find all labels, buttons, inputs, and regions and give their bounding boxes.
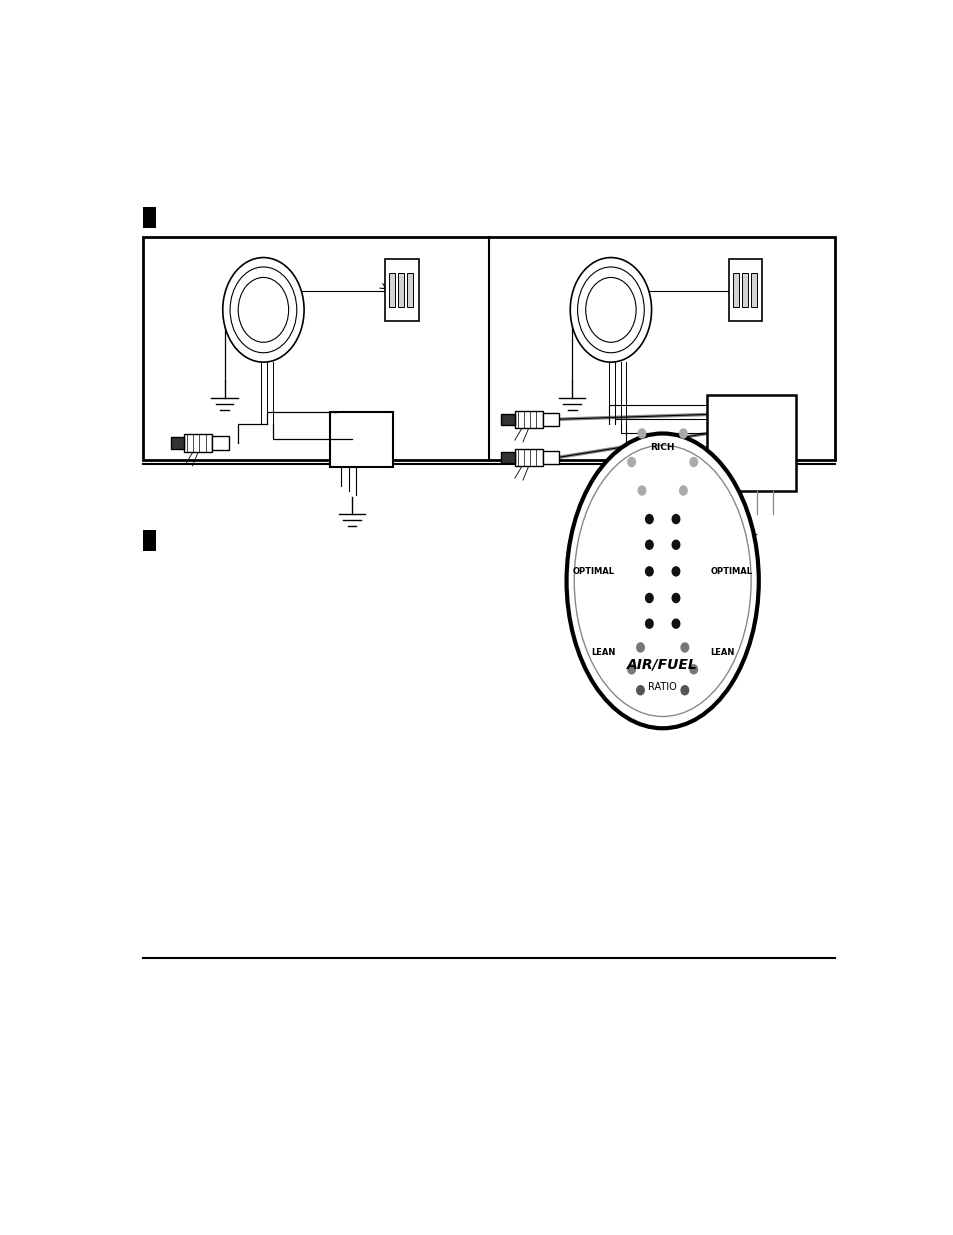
Ellipse shape	[679, 642, 689, 652]
Text: AIR/FUEL: AIR/FUEL	[627, 657, 698, 672]
Bar	[732, 273, 738, 308]
Bar	[515, 411, 542, 427]
Ellipse shape	[671, 566, 679, 577]
Bar	[501, 414, 515, 425]
Ellipse shape	[688, 457, 698, 467]
Ellipse shape	[644, 540, 653, 550]
Bar	[542, 451, 558, 464]
Ellipse shape	[626, 664, 636, 674]
Ellipse shape	[679, 485, 687, 495]
Text: RATIO: RATIO	[648, 683, 677, 693]
Ellipse shape	[626, 457, 636, 467]
Bar	[542, 412, 558, 426]
Ellipse shape	[671, 619, 679, 629]
Ellipse shape	[644, 593, 653, 603]
Bar	[741, 273, 747, 308]
Bar	[143, 531, 156, 551]
Ellipse shape	[644, 514, 653, 525]
Bar	[750, 273, 757, 308]
Ellipse shape	[671, 540, 679, 550]
Bar	[388, 273, 395, 308]
Ellipse shape	[636, 642, 644, 652]
Bar	[143, 207, 156, 228]
Ellipse shape	[688, 664, 698, 674]
Ellipse shape	[679, 429, 687, 438]
Ellipse shape	[636, 685, 644, 695]
Ellipse shape	[637, 485, 646, 495]
Bar	[143, 237, 834, 461]
Bar	[397, 273, 404, 308]
Bar	[728, 259, 761, 321]
Ellipse shape	[644, 619, 653, 629]
Ellipse shape	[671, 514, 679, 525]
Ellipse shape	[644, 566, 653, 577]
Bar	[706, 395, 795, 490]
Ellipse shape	[679, 685, 689, 695]
Bar	[184, 435, 213, 452]
Circle shape	[570, 258, 651, 362]
Bar	[330, 411, 393, 467]
Text: OPTIMAL: OPTIMAL	[572, 567, 614, 576]
Bar	[171, 437, 184, 448]
Bar	[385, 259, 418, 321]
Bar	[501, 452, 515, 463]
Bar	[515, 448, 542, 466]
Ellipse shape	[637, 429, 646, 438]
Text: LEAN: LEAN	[709, 647, 734, 657]
Ellipse shape	[566, 433, 758, 729]
Text: OPTIMAL: OPTIMAL	[710, 567, 752, 576]
Bar	[213, 436, 229, 450]
Text: RICH: RICH	[650, 443, 674, 452]
Text: LEAN: LEAN	[590, 647, 615, 657]
Circle shape	[223, 258, 304, 362]
Bar	[407, 273, 413, 308]
Ellipse shape	[671, 593, 679, 603]
